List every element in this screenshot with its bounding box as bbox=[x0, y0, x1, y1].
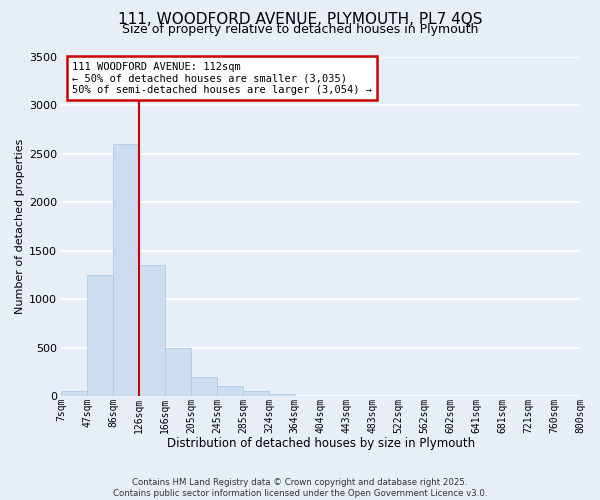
Text: Contains HM Land Registry data © Crown copyright and database right 2025.
Contai: Contains HM Land Registry data © Crown c… bbox=[113, 478, 487, 498]
Text: 111 WOODFORD AVENUE: 112sqm
← 50% of detached houses are smaller (3,035)
50% of : 111 WOODFORD AVENUE: 112sqm ← 50% of det… bbox=[72, 62, 372, 95]
X-axis label: Distribution of detached houses by size in Plymouth: Distribution of detached houses by size … bbox=[167, 437, 475, 450]
Text: 111, WOODFORD AVENUE, PLYMOUTH, PL7 4QS: 111, WOODFORD AVENUE, PLYMOUTH, PL7 4QS bbox=[118, 12, 482, 28]
Bar bbox=[88, 275, 113, 396]
Bar bbox=[61, 392, 88, 396]
Bar bbox=[269, 394, 295, 396]
Bar bbox=[139, 265, 165, 396]
Bar bbox=[113, 144, 139, 396]
Y-axis label: Number of detached properties: Number of detached properties bbox=[15, 138, 25, 314]
Bar bbox=[165, 348, 191, 396]
Text: Size of property relative to detached houses in Plymouth: Size of property relative to detached ho… bbox=[122, 22, 478, 36]
Bar bbox=[191, 377, 217, 396]
Bar bbox=[217, 386, 243, 396]
Bar bbox=[243, 392, 269, 396]
